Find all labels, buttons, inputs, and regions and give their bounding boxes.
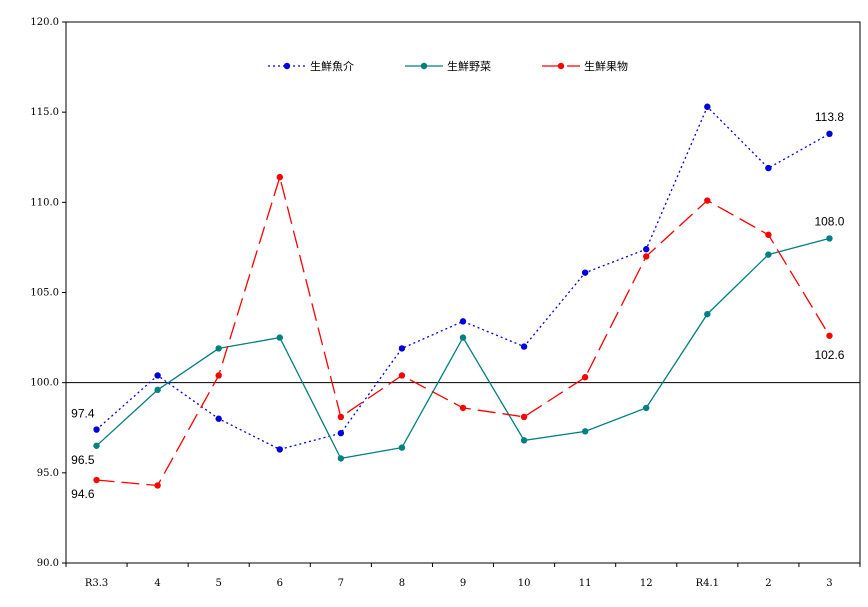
legend: 生鮮魚介 生鮮野菜 生鮮果物 [268,59,628,73]
data-label: 96.5 [71,453,95,467]
series-1 [93,103,833,453]
data-point [337,413,345,421]
data-point [643,253,650,260]
data-point [337,455,345,462]
data-label: 108.0 [814,214,844,228]
data-point [337,429,345,437]
data-point [765,231,772,238]
data-point [276,334,283,341]
plot-area [65,21,861,564]
data-point [215,345,222,352]
data-point [276,446,283,453]
x-tick-label: 9 [460,578,466,589]
data-point [398,444,406,451]
x-tick-label: 3 [826,578,832,589]
y-tick-label: 105.0 [30,288,59,299]
data-point [93,476,100,484]
x-tick-label: 12 [640,578,653,589]
y-tick-label: 115.0 [30,107,59,118]
data-point [93,426,100,433]
data-point [459,334,467,341]
data-point [398,372,406,379]
data-labels: 97.4 96.5 94.6 113.8 108.0 102.6 [71,110,845,501]
legend-marker [557,62,565,70]
data-point [581,269,589,276]
data-point [643,404,650,412]
data-point [704,310,711,318]
data-point [643,246,650,253]
y-tick-label: 110.0 [30,197,59,208]
data-point [154,372,161,379]
y-tick-label: 90.0 [37,558,59,569]
x-tick-label: 4 [154,578,160,589]
y-axis: 90.0 95.0 100.0 105.0 110.0 115.0 120.0 [30,17,66,569]
legend-label: 生鮮野菜 [447,59,491,73]
x-tick-label: 7 [338,578,344,589]
data-point [826,235,833,242]
x-tick-label: 10 [518,578,531,589]
data-point [704,197,711,204]
legend-marker [283,62,291,70]
data-point [276,173,283,181]
data-point [215,415,222,422]
data-point [398,345,406,352]
x-axis: R3.3 4 5 6 7 8 9 10 11 12 R4.1 2 3 [65,563,861,589]
x-tick-label: R4.1 [696,578,719,589]
data-point [520,437,528,444]
x-tick-label: 6 [277,578,283,589]
y-tick-label: 100.0 [30,378,59,389]
legend-label: 生鮮果物 [584,59,628,73]
x-tick-label: R3.3 [85,578,108,589]
data-point [581,374,589,381]
data-point [765,251,772,258]
data-point [520,413,528,421]
series-2 [93,235,833,462]
data-point [520,343,528,350]
data-point [154,386,161,394]
data-label: 97.4 [71,407,95,421]
data-point [826,332,833,339]
data-label: 94.6 [71,487,95,501]
data-point [215,372,222,379]
x-tick-label: 2 [765,578,771,589]
y-tick-label: 120.0 [30,17,59,28]
series-3 [93,173,833,489]
legend-label: 生鮮魚介 [310,59,354,73]
data-point [459,404,467,412]
data-point [93,442,100,449]
data-point [459,318,467,325]
x-tick-label: 11 [579,578,592,589]
data-point [704,103,711,110]
data-point [581,428,589,435]
data-point [765,164,772,172]
data-label: 102.6 [814,348,844,362]
data-point [154,482,161,489]
data-point [826,130,833,138]
y-tick-label: 95.0 [37,468,59,479]
x-tick-label: 8 [399,578,405,589]
x-tick-label: 5 [216,578,222,589]
legend-marker [420,62,428,70]
data-label: 113.8 [815,110,844,124]
series-layer [93,103,833,489]
